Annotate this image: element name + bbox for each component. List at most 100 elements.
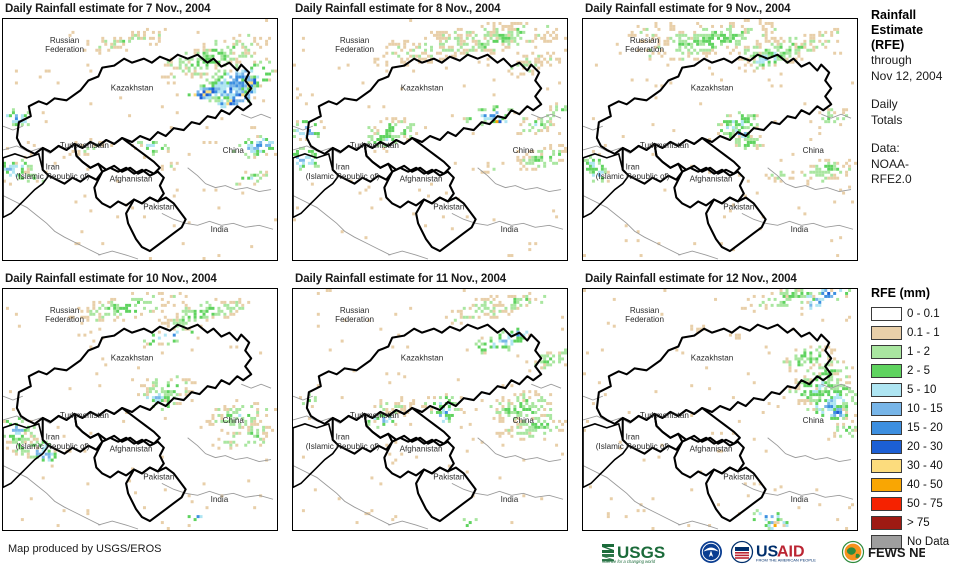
svg-text:USGS: USGS (617, 543, 665, 562)
svg-text:Federation: Federation (45, 315, 84, 324)
svg-text:Kazakhstan: Kazakhstan (691, 83, 733, 92)
iran-boundary (293, 152, 340, 219)
legend-item: 30 - 40 (871, 456, 965, 475)
rainfall-cells (298, 289, 567, 528)
iran-boundary (583, 152, 630, 219)
map-frame: Russian Federation Kazakhstan Turkmenistan I… (582, 18, 858, 261)
map-credit: Map produced by USGS/EROS (8, 543, 162, 555)
sidebar: Rainfall Estimate (RFE) through Nov 12, … (871, 0, 965, 536)
svg-text:Turkmenistan: Turkmenistan (350, 141, 399, 150)
national-boundaries (305, 53, 543, 253)
legend-label: 20 - 30 (907, 440, 943, 453)
svg-text:Afghanistan: Afghanistan (690, 445, 733, 454)
svg-text:Kazakhstan: Kazakhstan (401, 353, 443, 362)
sidebar-data-source: Data: NOAA- RFE2.0 (871, 141, 965, 188)
svg-text:Afghanistan: Afghanistan (110, 445, 153, 454)
legend-label: > 75 (907, 516, 930, 529)
sidebar-totals-line-2: Totals (871, 112, 903, 127)
svg-text:Pakistan: Pakistan (433, 472, 464, 481)
svg-text:Pakistan: Pakistan (433, 202, 464, 211)
sidebar-data-line-2: NOAA- (871, 156, 910, 171)
svg-text:Pakistan: Pakistan (143, 472, 174, 481)
sidebar-through-line-2: Nov 12, 2004 (871, 68, 943, 83)
legend-label: 5 - 10 (907, 383, 937, 396)
svg-text:Pakistan: Pakistan (143, 202, 174, 211)
iran-boundary (293, 422, 340, 489)
sidebar-through-line-1: through (871, 53, 912, 67)
svg-text:Afghanistan: Afghanistan (110, 175, 153, 184)
svg-text:(Islamic Republic of): (Islamic Republic of) (306, 172, 380, 181)
map-frame: Russian Federation Kazakhstan Turkmenistan I… (2, 18, 278, 261)
national-boundaries (595, 53, 833, 253)
panel-title: Daily Rainfall estimate for 11 Nov., 200… (295, 273, 507, 285)
svg-text:Iran: Iran (626, 433, 640, 442)
legend-label: 15 - 20 (907, 421, 943, 434)
legend-item: 2 - 5 (871, 361, 965, 380)
svg-text:China: China (223, 416, 245, 425)
svg-text:Russian: Russian (340, 306, 369, 315)
legend-swatch (871, 496, 902, 511)
svg-text:Iran: Iran (336, 163, 350, 172)
legend-swatch (871, 344, 902, 359)
svg-text:Pakistan: Pakistan (723, 202, 754, 211)
svg-text:India: India (501, 495, 519, 504)
iran-boundary (3, 152, 50, 219)
legend-item: 50 - 75 (871, 494, 965, 513)
legend-item: 20 - 30 (871, 437, 965, 456)
svg-text:Kazakhstan: Kazakhstan (401, 83, 443, 92)
legend-label: 0 - 0.1 (907, 307, 940, 320)
legend-swatch (871, 534, 902, 549)
svg-text:China: China (803, 146, 825, 155)
svg-text:China: China (223, 146, 245, 155)
legend-rows: 0 - 0.1 0.1 - 1 1 - 2 2 - 5 5 - 10 10 - 15 15 … (871, 304, 965, 551)
sidebar-title-line-3: (RFE) (871, 38, 905, 52)
svg-text:Iran: Iran (626, 163, 640, 172)
usaid-logo: US AID FROM THE AMERICAN PEOPLE (730, 540, 816, 564)
legend-swatch (871, 325, 902, 340)
legend-item: 15 - 20 (871, 418, 965, 437)
svg-text:China: China (513, 146, 535, 155)
sidebar-data-line-1: Data: (871, 141, 900, 155)
map-panel-7-nov: Daily Rainfall estimate for 7 Nov., 2004… (2, 2, 285, 264)
map-panel-12-nov: Daily Rainfall estimate for 12 Nov., 200… (582, 272, 865, 534)
svg-text:Federation: Federation (335, 45, 374, 54)
svg-text:(Islamic Republic of): (Islamic Republic of) (16, 172, 90, 181)
panel-title: Daily Rainfall estimate for 10 Nov., 200… (5, 273, 217, 285)
svg-text:(Islamic Republic of): (Islamic Republic of) (16, 442, 90, 451)
map-panel-11-nov: Daily Rainfall estimate for 11 Nov., 200… (292, 272, 575, 534)
legend-swatch (871, 363, 902, 378)
sidebar-totals-line-1: Daily (871, 97, 898, 111)
sidebar-spacer-2 (871, 128, 965, 141)
svg-text:Federation: Federation (45, 45, 84, 54)
sidebar-totals: Daily Totals (871, 97, 965, 128)
legend-swatch (871, 401, 902, 416)
svg-text:Turkmenistan: Turkmenistan (640, 411, 689, 420)
svg-text:FROM THE AMERICAN PEOPLE: FROM THE AMERICAN PEOPLE (756, 558, 816, 563)
svg-text:(Islamic Republic of): (Islamic Republic of) (596, 442, 670, 451)
svg-text:Federation: Federation (625, 315, 664, 324)
national-boundaries (15, 323, 253, 523)
svg-text:Russian: Russian (630, 36, 659, 45)
legend-item: 0.1 - 1 (871, 323, 965, 342)
svg-text:Iran: Iran (46, 433, 60, 442)
svg-text:Turkmenistan: Turkmenistan (350, 411, 399, 420)
sidebar-spacer-1 (871, 84, 965, 97)
legend-item: 10 - 15 (871, 399, 965, 418)
svg-text:India: India (791, 225, 809, 234)
legend-label: 50 - 75 (907, 497, 943, 510)
iran-boundary (3, 422, 50, 489)
legend-item: 1 - 2 (871, 342, 965, 361)
svg-text:Federation: Federation (335, 315, 374, 324)
svg-text:Turkmenistan: Turkmenistan (60, 411, 109, 420)
svg-text:AID: AID (777, 544, 805, 561)
sidebar-title: Rainfall Estimate (RFE) (871, 8, 965, 53)
svg-text:China: China (803, 416, 825, 425)
secondary-boundaries (583, 383, 854, 530)
